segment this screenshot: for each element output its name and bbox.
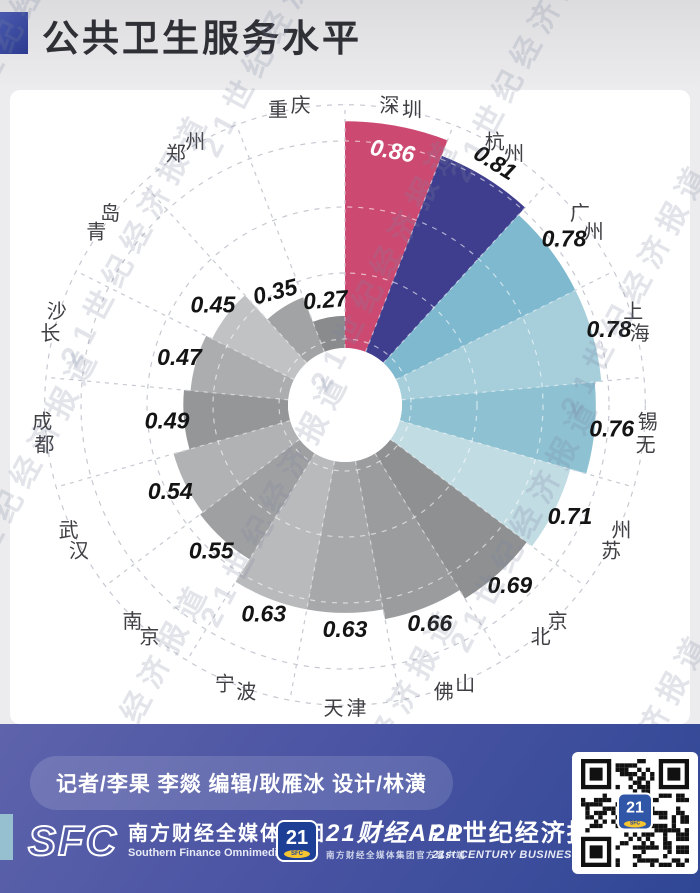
city-label-宁波-0: 宁 [215,672,235,695]
chart-labels: 0.86深 圳0.81杭州0.78广州0.78上海0.76无锡0.71苏州0.69… [32,94,658,720]
qr-logo-21: 21 [626,798,644,816]
title-bullet [0,12,28,54]
city-label-成都-0: 成 [32,411,52,434]
footer: 记者/李果 李燚 编辑/耿雁冰 设计/林潢 SFC 南方财经全媒体集团 Sout… [0,724,700,893]
city-label-苏州-1: 州 [611,520,631,542]
sfc-name-en: Southern Finance Omnimedia Corp. [128,847,316,859]
city-label-青岛-0: 青 [86,221,106,244]
city-label-深圳-0: 深 [379,94,399,117]
wedge-深圳 [345,121,448,352]
app-name: 21财经APP [326,820,465,847]
sfc-logo-mark: SFC [27,817,118,865]
wedge-广州 [383,214,576,380]
value-label-南京: 0.55 [189,538,235,564]
wedge-上海 [396,290,602,400]
city-label-杭州-1: 州 [504,143,524,165]
wedge-天津 [306,461,384,613]
wedge-杭州 [365,155,526,363]
city-label-成都-1: 都 [34,433,54,456]
city-label-广州-0: 广 [570,202,590,225]
city-label-深圳-1: 圳 [402,98,422,121]
wedge-成都 [183,390,291,450]
wedge-宁波 [235,453,335,610]
value-label-无锡: 0.76 [589,416,634,442]
wedge-佛山 [355,453,460,620]
wedge-北京 [375,439,527,599]
city-label-南京-0: 南 [122,610,142,633]
center-hole [288,348,402,462]
city-label-佛山-0: 佛 [434,681,454,704]
page-title: 公共卫生服务水平 [42,18,362,59]
wedge-无锡 [399,381,596,474]
value-label-广州: 0.78 [542,226,587,252]
credits-pill: 记者/李果 李燚 编辑/耿雁冰 设计/林潢 [30,756,454,810]
wedge-苏州 [390,420,571,547]
qr-code: 21 SFC [572,752,698,874]
rose-chart: 0.86 深圳 0.81 杭州 0.78 广州 0.78 上海 0.76 无锡 0.71 苏州 0.69… [10,90,690,724]
city-label-北京-0: 北 [531,626,551,649]
value-label-成都: 0.49 [145,407,190,433]
app-icon: 21 SFC [276,820,318,862]
wedge-郑州 [267,297,325,363]
value-label-苏州: 0.71 [548,503,593,529]
value-label-宁波: 0.63 [241,601,286,627]
chart-card: 0.86 深圳 0.81 杭州 0.78 广州 0.78 上海 0.76 无锡 0.71 苏州 0.69… [10,90,690,724]
city-label-长沙-1: 沙 [47,301,67,323]
wedges [173,121,602,620]
city-label-上海-1: 海 [630,322,650,345]
city-label-武汉-1: 汉 [69,539,89,562]
city-label-郑州-1: 州 [185,131,205,153]
value-label-北京: 0.69 [487,572,532,598]
value-label-长沙: 0.47 [157,344,203,370]
city-label-广州-1: 州 [584,222,604,244]
city-label-南京-1: 京 [139,626,159,649]
value-label-佛山: 0.66 [407,610,452,636]
qr-center-logo: 21 SFC [617,792,653,831]
city-label-苏州-0: 苏 [601,539,621,562]
value-label-上海: 0.78 [587,316,632,342]
city-label-无锡-0: 无 [636,434,656,456]
city-label-宁波-1: 波 [236,681,256,704]
city-label-重庆-0: 重 [268,98,288,121]
city-label-佛山-1: 山 [455,672,475,695]
wedge-青岛 [212,295,307,380]
city-label-杭州-0: 杭 [485,130,505,153]
wedge-重庆 [312,315,345,352]
header: 公共卫生服务水平 [0,0,700,90]
wedge-武汉 [173,420,300,513]
app-icon-ribbon: SFC [284,850,310,858]
city-label-郑州-0: 郑 [166,142,186,165]
city-label-青岛-1: 岛 [100,202,120,225]
city-label-北京-1: 京 [548,610,568,633]
value-label-武汉: 0.54 [148,478,193,504]
sfc-name-cn: 南方财经全媒体集团 [128,823,326,845]
sfc-logo: SFC 南方财经全媒体集团 Southern Finance Omnimedia… [27,817,326,865]
footer-left-tab [0,814,13,860]
city-label-重庆-1: 庆 [291,94,311,117]
credits-text: 记者/李果 李燚 编辑/耿雁冰 设计/林潢 [56,773,428,796]
app-logo: 21 SFC 21财经APP 南方财经全媒体集团官方客户端 [276,820,466,862]
city-label-天津-0: 天 [324,698,344,720]
value-label-青岛: 0.45 [191,291,237,317]
city-label-长沙-0: 长 [40,322,60,345]
qr-logo-ribbon: SFC [624,820,646,828]
app-icon-21: 21 [285,826,309,849]
app-subtitle: 南方财经全媒体集团官方客户端 [326,850,467,860]
value-label-天津: 0.63 [323,616,368,642]
city-label-上海-0: 上 [623,300,643,323]
city-label-天津-1: 津 [347,697,367,720]
wedge-南京 [200,439,315,560]
wedge-长沙 [190,335,294,400]
value-label-重庆: 0.27 [302,285,350,315]
city-label-武汉-0: 武 [59,519,79,542]
city-label-无锡-1: 锡 [638,411,658,434]
